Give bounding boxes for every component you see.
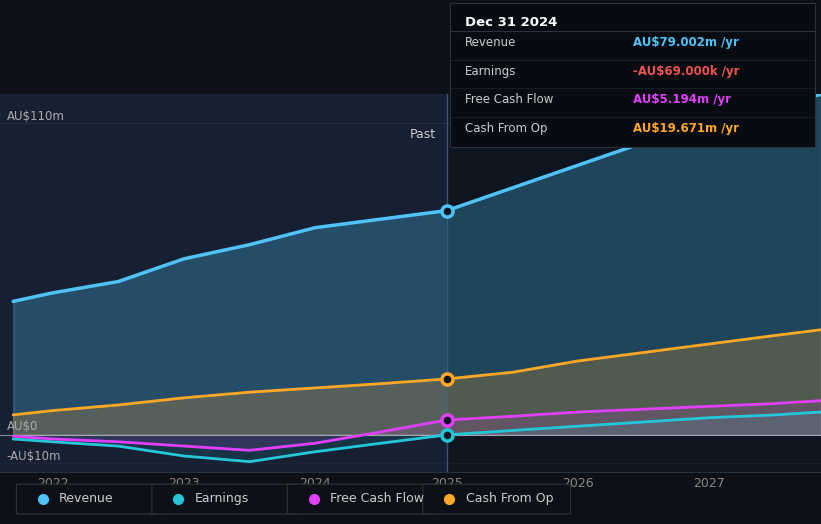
Text: Analysts Forecasts: Analysts Forecasts [457, 128, 574, 141]
Text: Revenue: Revenue [59, 492, 114, 505]
FancyBboxPatch shape [423, 484, 571, 514]
Bar [447, 94, 821, 472]
Text: Revenue: Revenue [465, 36, 516, 49]
Text: AU$0: AU$0 [7, 420, 38, 433]
Text: Dec 31 2024: Dec 31 2024 [465, 16, 557, 29]
Text: Free Cash Flow: Free Cash Flow [330, 492, 424, 505]
Text: AU$5.194m /yr: AU$5.194m /yr [633, 93, 731, 106]
Text: Earnings: Earnings [465, 64, 516, 78]
Text: AU$19.671m /yr: AU$19.671m /yr [633, 122, 739, 135]
FancyBboxPatch shape [287, 484, 435, 514]
FancyBboxPatch shape [152, 484, 300, 514]
Text: Free Cash Flow: Free Cash Flow [465, 93, 553, 106]
Bar [0, 94, 447, 472]
Text: Earnings: Earnings [195, 492, 249, 505]
FancyBboxPatch shape [16, 484, 164, 514]
Text: -AU$69.000k /yr: -AU$69.000k /yr [633, 64, 739, 78]
Text: AU$110m: AU$110m [7, 110, 64, 123]
Text: AU$79.002m /yr: AU$79.002m /yr [633, 36, 738, 49]
Text: Cash From Op: Cash From Op [466, 492, 553, 505]
Text: Cash From Op: Cash From Op [465, 122, 547, 135]
Text: Past: Past [410, 128, 436, 141]
Text: -AU$10m: -AU$10m [7, 450, 61, 463]
